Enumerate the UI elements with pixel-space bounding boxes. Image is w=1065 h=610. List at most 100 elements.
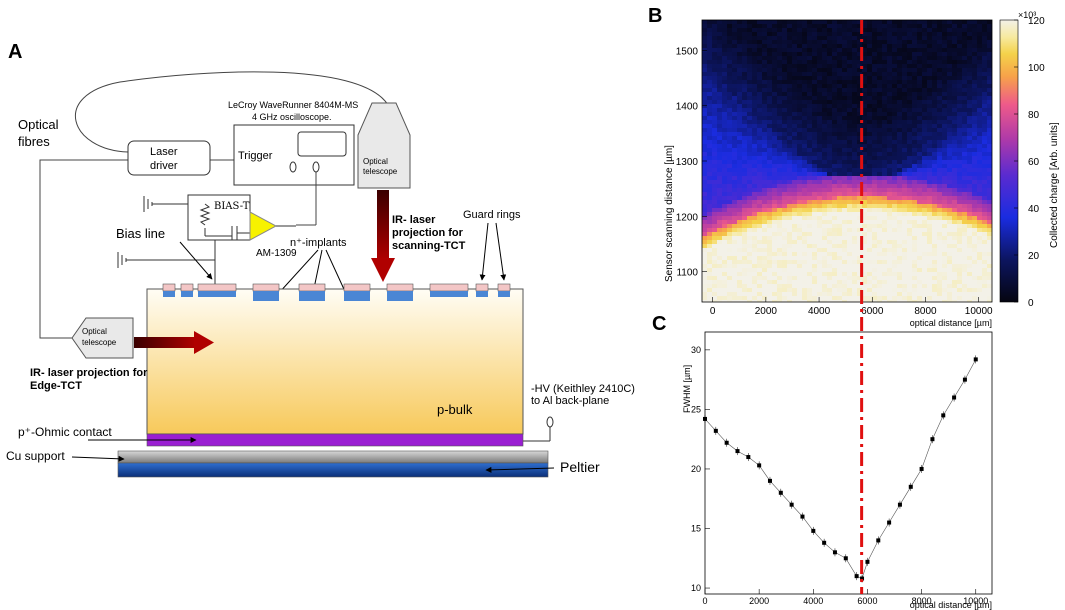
heatmap-cell <box>912 236 917 240</box>
heatmap-cell <box>822 284 827 288</box>
heatmap-cell <box>972 32 977 36</box>
heatmap-cell <box>982 84 987 88</box>
heatmap-cell <box>767 208 772 212</box>
heatmap-cell <box>727 48 732 52</box>
heatmap-cell <box>757 176 762 180</box>
heatmap-cell <box>897 32 902 36</box>
heatmap-cell <box>877 140 882 144</box>
heatmap-cell <box>902 264 907 268</box>
heatmap-cell <box>787 216 792 220</box>
heatmap-cell <box>757 140 762 144</box>
heatmap-cell <box>812 36 817 40</box>
heatmap-cell <box>787 184 792 188</box>
heatmap-cell <box>902 224 907 228</box>
heatmap-cell <box>892 248 897 252</box>
heatmap-cell <box>707 100 712 104</box>
heatmap-cell <box>937 220 942 224</box>
heatmap-cell <box>917 124 922 128</box>
heatmap-cell <box>902 196 907 200</box>
heatmap-cell <box>817 200 822 204</box>
heatmap-cell <box>732 176 737 180</box>
heatmap-cell <box>837 68 842 72</box>
heatmap-cell <box>817 276 822 280</box>
heatmap-cell <box>742 260 747 264</box>
heatmap-cell <box>712 60 717 64</box>
heatmap-cell <box>852 268 857 272</box>
heatmap-cell <box>792 64 797 68</box>
heatmap-cell <box>737 256 742 260</box>
heatmap-cell <box>747 176 752 180</box>
heatmap-cell <box>857 252 862 256</box>
heatmap-cell <box>737 116 742 120</box>
heatmap-cell <box>862 188 867 192</box>
heatmap-cell <box>842 160 847 164</box>
telescope-top-label-2: telescope <box>363 167 398 176</box>
heatmap-cell <box>952 88 957 92</box>
heatmap-cell <box>757 112 762 116</box>
heatmap-cell <box>792 196 797 200</box>
heatmap-cell <box>932 40 937 44</box>
heatmap-cell <box>707 196 712 200</box>
heatmap-cell <box>767 268 772 272</box>
heatmap-cell <box>987 300 992 302</box>
heatmap-cell <box>742 88 747 92</box>
heatmap-cell <box>867 92 872 96</box>
heatmap-cell <box>842 104 847 108</box>
heatmap-cell <box>752 60 757 64</box>
heatmap-cell <box>727 212 732 216</box>
heatmap-cell <box>942 244 947 248</box>
heatmap-y-tick-label: 1300 <box>676 157 699 168</box>
heatmap-cell <box>757 68 762 72</box>
heatmap-cell <box>797 124 802 128</box>
heatmap-cell <box>982 96 987 100</box>
heatmap-cell <box>732 72 737 76</box>
heatmap-cell <box>752 136 757 140</box>
heatmap-cell <box>762 108 767 112</box>
heatmap-cell <box>712 188 717 192</box>
heatmap-cell <box>892 196 897 200</box>
heatmap-cell <box>812 180 817 184</box>
heatmap-cell <box>712 164 717 168</box>
heatmap-cell <box>702 112 707 116</box>
heatmap-cell <box>902 20 907 24</box>
heatmap-cell <box>717 44 722 48</box>
heatmap-cell <box>877 164 882 168</box>
heatmap-cell <box>942 192 947 196</box>
heatmap-cell <box>852 296 857 300</box>
heatmap-cell <box>777 280 782 284</box>
heatmap-cell <box>747 68 752 72</box>
heatmap-cell <box>882 256 887 260</box>
heatmap-cell <box>882 236 887 240</box>
heatmap-cell <box>797 52 802 56</box>
heatmap-cell <box>907 72 912 76</box>
heatmap-cell <box>927 96 932 100</box>
heatmap-cell <box>777 48 782 52</box>
heatmap-cell <box>867 228 872 232</box>
heatmap-cell <box>922 268 927 272</box>
heatmap-cell <box>857 96 862 100</box>
heatmap-cell <box>862 36 867 40</box>
heatmap-cell <box>807 92 812 96</box>
heatmap-cell <box>947 264 952 268</box>
heatmap-cell <box>882 204 887 208</box>
heatmap-cell <box>862 88 867 92</box>
heatmap-cell <box>947 84 952 88</box>
heatmap-cell <box>782 232 787 236</box>
heatmap-cell <box>832 172 837 176</box>
heatmap-cell <box>817 168 822 172</box>
heatmap-cell <box>747 256 752 260</box>
heatmap-cell <box>837 252 842 256</box>
heatmap-cell <box>957 232 962 236</box>
heatmap-cell <box>732 300 737 302</box>
heatmap-cell <box>957 104 962 108</box>
heatmap-cell <box>967 236 972 240</box>
heatmap-cell <box>872 160 877 164</box>
heatmap-cell <box>947 72 952 76</box>
heatmap-cell <box>712 104 717 108</box>
heatmap-cell <box>897 188 902 192</box>
heatmap-cell <box>772 24 777 28</box>
heatmap-cell <box>837 76 842 80</box>
heatmap-cell <box>852 212 857 216</box>
heatmap-cell <box>832 272 837 276</box>
heatmap-cell <box>972 152 977 156</box>
